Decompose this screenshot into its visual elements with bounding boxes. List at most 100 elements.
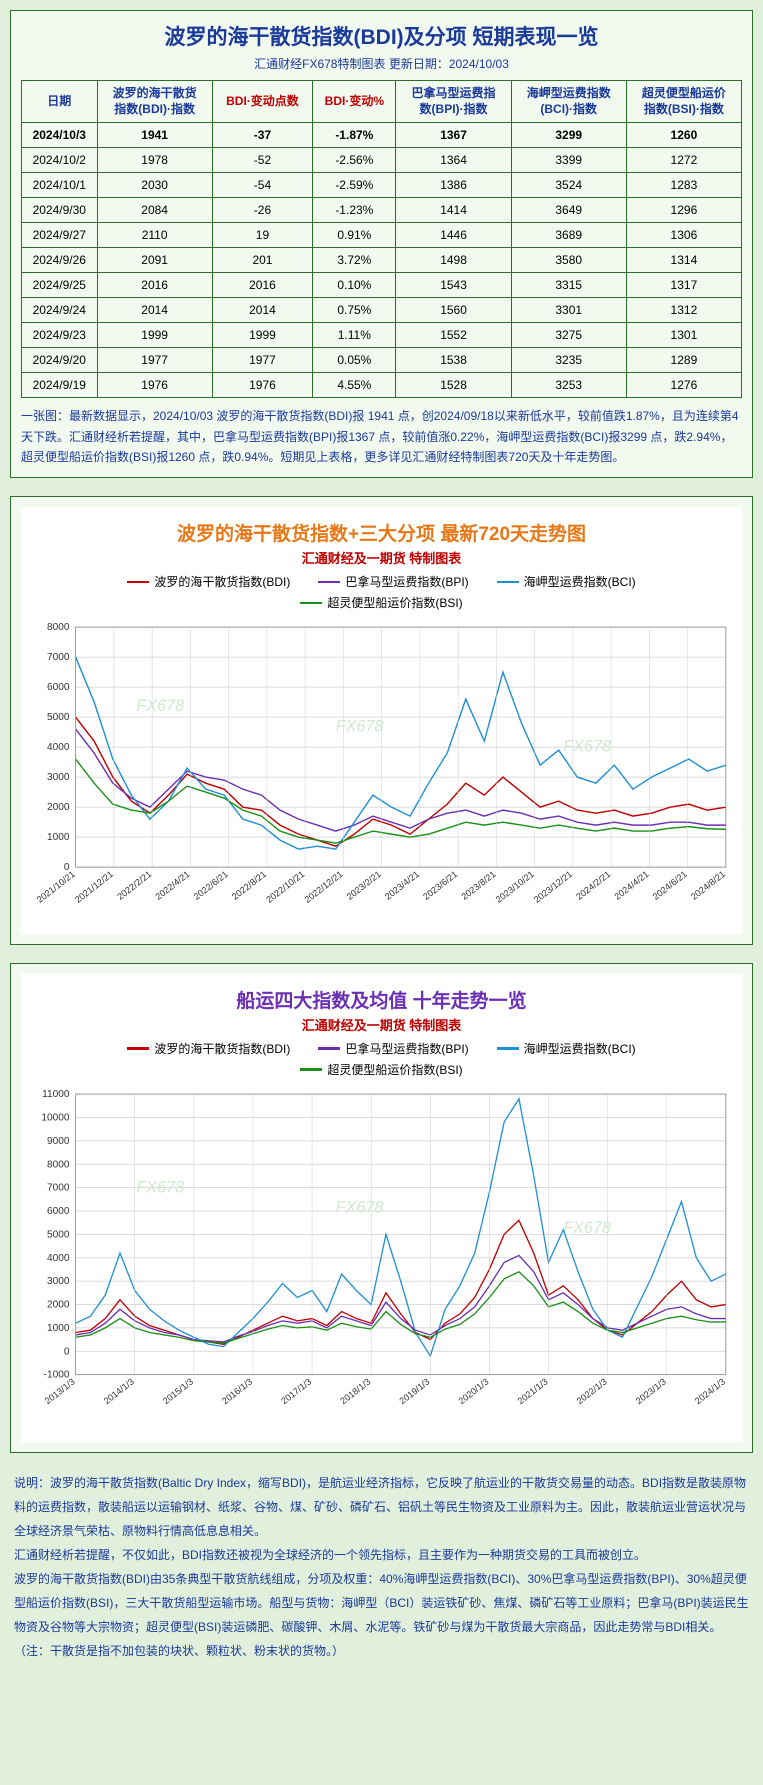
svg-text:7000: 7000: [47, 653, 70, 664]
legend-item: 巴拿马型运费指数(BPI): [318, 573, 468, 590]
table-header-4: 巴拿马型运费指数(BPI)·指数: [396, 81, 511, 123]
svg-text:1000: 1000: [47, 1323, 70, 1334]
svg-text:2023/8/21: 2023/8/21: [460, 869, 498, 902]
table-cell: -2.59%: [313, 173, 396, 198]
legend-label: 波罗的海干散货指数(BDI): [154, 1040, 290, 1057]
table-cell: -54: [212, 173, 312, 198]
table-cell: 1260: [626, 123, 741, 148]
table-cell: 3275: [511, 323, 626, 348]
table-cell: 0.75%: [313, 298, 396, 323]
svg-text:2024/4/21: 2024/4/21: [612, 869, 650, 902]
table-cell: 2024/9/26: [22, 248, 98, 273]
table-cell: 2024/10/1: [22, 173, 98, 198]
table-cell: 2030: [97, 173, 212, 198]
table-row: 2024/9/19197619764.55%152832531276: [22, 373, 742, 398]
table-cell: -52: [212, 148, 312, 173]
chart-720-legend: 波罗的海干散货指数(BDI) 巴拿马型运费指数(BPI) 海岬型运费指数(BCI) 超…: [102, 573, 662, 611]
table-cell: 0.05%: [313, 348, 396, 373]
svg-text:0: 0: [64, 1347, 70, 1358]
table-row: 2024/9/20197719770.05%153832351289: [22, 348, 742, 373]
table-cell: 1312: [626, 298, 741, 323]
table-cell: -26: [212, 198, 312, 223]
svg-text:2018/1/3: 2018/1/3: [338, 1377, 372, 1407]
svg-text:2000: 2000: [47, 803, 70, 814]
table-cell: 1367: [396, 123, 511, 148]
svg-text:5000: 5000: [47, 713, 70, 724]
svg-text:3000: 3000: [47, 773, 70, 784]
table-cell: 2024/9/24: [22, 298, 98, 323]
chart-720-panel: 波罗的海干散货指数+三大分项 最新720天走势图 汇通财经及一期货 特制图表 波…: [10, 496, 753, 945]
svg-text:2024/6/21: 2024/6/21: [651, 869, 689, 902]
svg-text:FX678: FX678: [336, 1199, 384, 1217]
table-cell: 2016: [97, 273, 212, 298]
table-cell: 2110: [97, 223, 212, 248]
table-cell: 1538: [396, 348, 511, 373]
table-cell: 3524: [511, 173, 626, 198]
table-cell: 1446: [396, 223, 511, 248]
table-row: 2024/9/24201420140.75%156033011312: [22, 298, 742, 323]
table-header-3: BDI·变动%: [313, 81, 396, 123]
table-cell: 1977: [212, 348, 312, 373]
table-cell: 1976: [212, 373, 312, 398]
legend-item: 海岬型运费指数(BCI): [497, 1040, 636, 1057]
chart-10y-plot: -100001000200030004000500060007000800090…: [27, 1086, 736, 1435]
table-cell: 4.55%: [313, 373, 396, 398]
legend-item: 波罗的海干散货指数(BDI): [127, 1040, 290, 1057]
legend-item: 超灵便型船运价指数(BSI): [300, 594, 462, 611]
svg-text:10000: 10000: [41, 1113, 69, 1124]
table-cell: 201: [212, 248, 312, 273]
svg-text:2014/1/3: 2014/1/3: [102, 1377, 136, 1407]
legend-label: 海岬型运费指数(BCI): [524, 573, 636, 590]
legend-item: 超灵便型船运价指数(BSI): [300, 1061, 462, 1078]
table-cell: 3.72%: [313, 248, 396, 273]
table-cell: 3580: [511, 248, 626, 273]
table-row: 2024/9/272110190.91%144636891306: [22, 223, 742, 248]
svg-text:2013/1/3: 2013/1/3: [43, 1377, 77, 1407]
table-cell: 1289: [626, 348, 741, 373]
svg-text:4000: 4000: [47, 1253, 70, 1264]
table-cell: 1296: [626, 198, 741, 223]
legend-swatch: [300, 1068, 322, 1071]
table-cell: 2024/9/27: [22, 223, 98, 248]
table-cell: 1.11%: [313, 323, 396, 348]
legend-label: 巴拿马型运费指数(BPI): [345, 573, 468, 590]
svg-text:2023/2/21: 2023/2/21: [345, 869, 383, 902]
svg-text:2019/1/3: 2019/1/3: [397, 1377, 431, 1407]
table-row: 2024/9/302084-26-1.23%141436491296: [22, 198, 742, 223]
table-cell: 2091: [97, 248, 212, 273]
table-cell: 1276: [626, 373, 741, 398]
table-cell: 2024/9/20: [22, 348, 98, 373]
svg-text:4000: 4000: [47, 743, 70, 754]
table-header-1: 波罗的海干散货指数(BDI)·指数: [97, 81, 212, 123]
table-cell: 1999: [212, 323, 312, 348]
svg-text:FX678: FX678: [336, 718, 384, 736]
svg-text:2017/1/3: 2017/1/3: [279, 1377, 313, 1407]
table-cell: 2024/9/23: [22, 323, 98, 348]
table-cell: 2014: [97, 298, 212, 323]
table-cell: -37: [212, 123, 312, 148]
table-title: 波罗的海干散货指数(BDI)及分项 短期表现一览: [21, 21, 742, 51]
svg-text:FX678: FX678: [136, 1178, 184, 1196]
chart-720-plot: 010002000300040005000600070008000FX678FX…: [27, 619, 736, 928]
legend-label: 超灵便型船运价指数(BSI): [327, 1061, 462, 1078]
table-row: 2024/9/25201620160.10%154333151317: [22, 273, 742, 298]
svg-text:2022/1/3: 2022/1/3: [575, 1377, 609, 1407]
legend-swatch: [127, 581, 149, 584]
table-subtitle: 汇通财经FX678特制图表 更新日期：2024/10/03: [21, 55, 742, 72]
svg-text:2022/6/21: 2022/6/21: [192, 869, 230, 902]
table-cell: 3315: [511, 273, 626, 298]
table-cell: 2024/10/2: [22, 148, 98, 173]
svg-text:1000: 1000: [47, 833, 70, 844]
table-header-2: BDI·变动点数: [212, 81, 312, 123]
chart-720-subtitle: 汇通财经及一期货 特制图表: [27, 548, 736, 567]
table-header-6: 超灵便型船运价指数(BSI)·指数: [626, 81, 741, 123]
table-cell: 3399: [511, 148, 626, 173]
table-cell: 1978: [97, 148, 212, 173]
table-cell: 1528: [396, 373, 511, 398]
table-cell: -2.56%: [313, 148, 396, 173]
table-cell: 1999: [97, 323, 212, 348]
svg-text:2024/8/21: 2024/8/21: [689, 869, 727, 902]
svg-text:6000: 6000: [47, 1206, 70, 1217]
legend-label: 波罗的海干散货指数(BDI): [154, 573, 290, 590]
svg-text:3000: 3000: [47, 1276, 70, 1287]
